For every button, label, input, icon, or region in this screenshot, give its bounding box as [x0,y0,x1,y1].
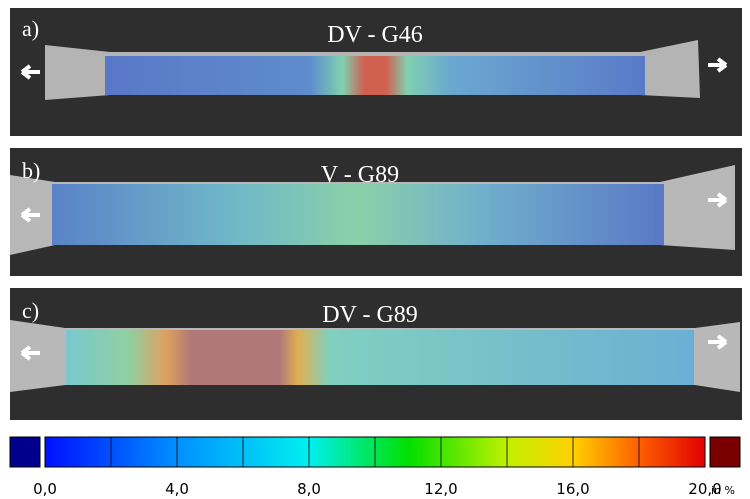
colorbar-tick-label: 8,0 [297,480,321,498]
panel-c: c) DV - G89 [10,288,742,420]
under-range [10,437,40,467]
panel-label: c) [22,298,39,323]
panel-title: DV - G46 [327,22,423,48]
colorbar-tick-label: 4,0 [165,480,189,498]
colorbar-tick-label: 0,0 [33,480,57,498]
figure: a) DV - G46 b) V - G89 c) DV - G89 in % … [0,0,750,499]
strain-field [52,184,664,245]
panel-label: b) [22,158,40,183]
panel-title: DV - G89 [322,302,418,328]
panel-a: a) DV - G46 [10,8,742,136]
colorbar-tick-label: 16,0 [556,480,589,498]
colorbar-tick-label: 20,0 [688,480,721,498]
panel-title: V - G89 [321,162,399,188]
panel-label: a) [22,16,39,41]
colorbar-tick-label: 12,0 [424,480,457,498]
over-range [710,437,740,467]
strain-field [66,330,694,385]
panel-b: b) V - G89 [10,148,742,276]
strain-field [105,56,645,95]
